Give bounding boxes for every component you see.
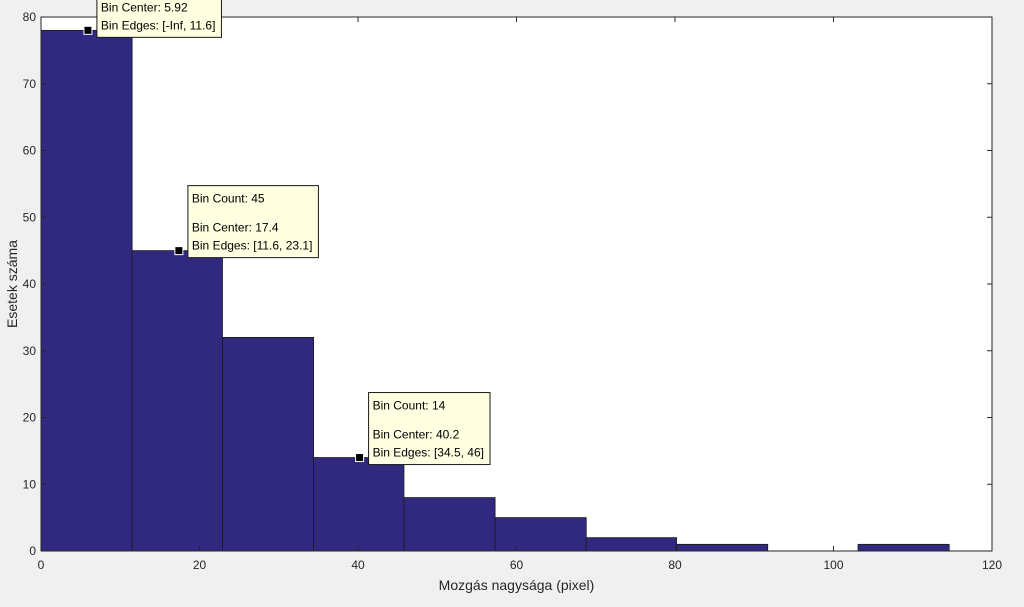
datatip-marker[interactable] [83, 25, 93, 35]
histogram-bar [857, 543, 950, 552]
datatip-edges: Bin Edges: [34.5, 46] [373, 446, 484, 460]
datatip[interactable]: Bin Count: 45 Bin Center: 17.4 Bin Edges: … [174, 185, 319, 259]
x-tick-label: 60 [510, 558, 524, 572]
x-tick-label: 80 [668, 558, 682, 572]
y-tick-label: 0 [29, 544, 36, 558]
datatip-box [368, 392, 491, 466]
datatip-edges: Bin Edges: [-Inf, 11.6] [101, 18, 216, 32]
datatip-marker[interactable] [174, 246, 184, 256]
y-tick-label: 10 [23, 477, 37, 491]
histogram-bar [40, 29, 133, 552]
datatip-center: Bin Center: 5.92 [101, 0, 188, 14]
x-tick-label: 40 [351, 558, 365, 572]
x-tick-label: 0 [38, 558, 45, 572]
y-tick-label: 50 [23, 210, 37, 224]
histogram-bar [222, 336, 315, 552]
histogram-bar [585, 537, 677, 552]
y-tick-label: 80 [23, 10, 37, 24]
datatip-count: Bin Count: 45 [192, 192, 265, 206]
histogram-bar [403, 497, 496, 552]
datatip-box [96, 0, 222, 38]
histogram-bar [313, 457, 405, 552]
datatip-count: Bin Count: 14 [373, 399, 446, 413]
datatip[interactable]: Bin Count: 14 Bin Center: 40.2 Bin Edges: … [355, 392, 491, 466]
x-tick-label: 120 [982, 558, 1002, 572]
y-tick-label: 70 [23, 77, 37, 91]
x-axis-label: Mozgás nagysága (pixel) [439, 577, 595, 593]
y-tick-label: 40 [23, 277, 37, 291]
y-tick-label: 20 [23, 411, 37, 425]
histogram-bar [131, 250, 223, 552]
datatip-center: Bin Center: 17.4 [192, 221, 279, 235]
datatip-marker[interactable] [355, 453, 365, 463]
datatip-edges: Bin Edges: [11.6, 23.1] [192, 239, 313, 253]
ticks-layer: 0 20 40 60 80 100 120 0 10 20 30 40 50 60 70 80 [23, 10, 1003, 572]
histogram-bar [676, 543, 769, 552]
datatip-box [187, 185, 319, 259]
bars-layer [40, 29, 950, 552]
y-axis-label: Esetek száma [4, 240, 20, 328]
x-tick-label: 100 [823, 558, 843, 572]
histogram-bar [494, 517, 587, 552]
y-tick-label: 30 [23, 344, 37, 358]
x-tick-label: 20 [193, 558, 207, 572]
y-tick-label: 60 [23, 144, 37, 158]
datatip-center: Bin Center: 40.2 [373, 428, 460, 442]
